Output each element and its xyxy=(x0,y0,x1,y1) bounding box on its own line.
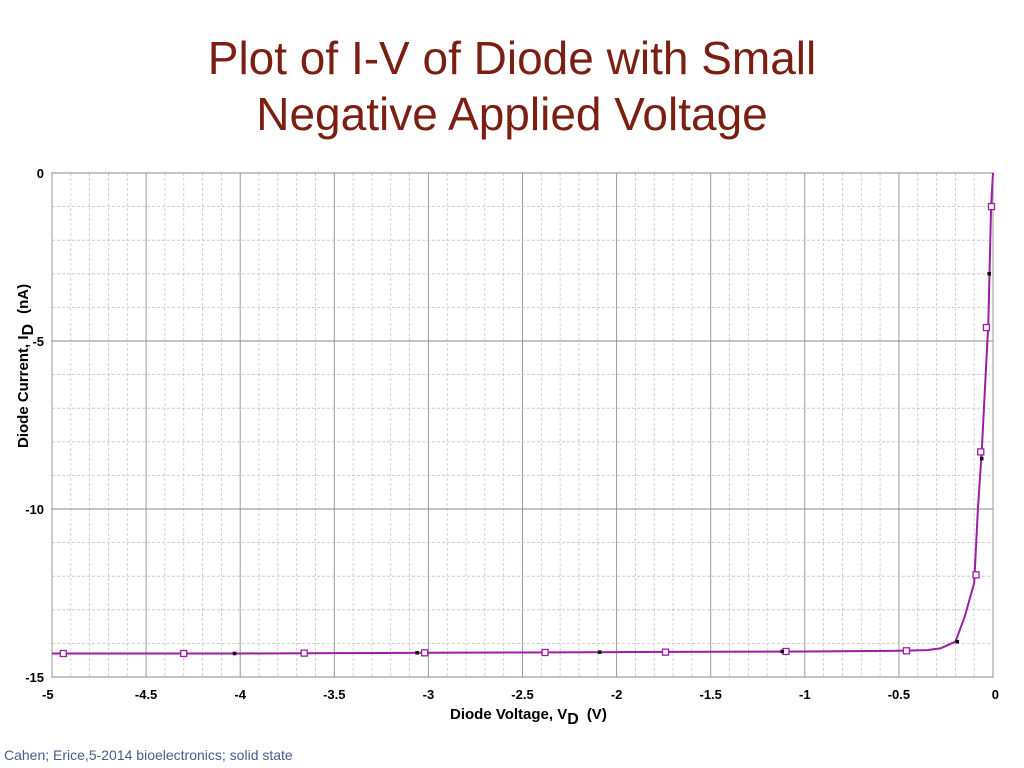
x-tick-label: -3 xyxy=(423,687,435,702)
series-layer xyxy=(52,172,994,655)
y-tick-labels: 0 -5 -10 -15 xyxy=(25,166,44,685)
y-tick-label: -5 xyxy=(32,334,44,349)
open-square-marker xyxy=(977,448,985,456)
open-square-marker xyxy=(59,649,67,658)
x-tick-label: -1.5 xyxy=(699,687,721,702)
y-tick-label: 0 xyxy=(37,166,44,181)
x-tick-label: -5 xyxy=(42,687,54,702)
open-square-marker xyxy=(972,571,980,579)
open-square-marker xyxy=(420,649,429,657)
dot-marker xyxy=(979,456,984,461)
x-tick-label: 0 xyxy=(992,687,999,702)
footer-citation: Cahen; Erice,5-2014 bioelectronics; soli… xyxy=(4,747,293,763)
y-tick-label: -10 xyxy=(25,502,44,517)
x-tick-label: -1 xyxy=(799,687,811,702)
y-tick-label: -15 xyxy=(25,670,44,685)
x-tick-label: -3.5 xyxy=(323,687,345,702)
x-tick-label: -4 xyxy=(234,687,246,702)
slide-title: Plot of I-V of Diode with Small Negative… xyxy=(0,30,1024,142)
dot-marker xyxy=(987,272,992,276)
open-square-marker xyxy=(987,202,996,211)
series-line xyxy=(52,172,994,655)
x-tick-label: -0.5 xyxy=(888,687,910,702)
x-tick-label: -2.5 xyxy=(511,687,533,702)
title-line-1: Plot of I-V of Diode with Small xyxy=(207,32,817,84)
open-square-marker xyxy=(982,323,991,332)
dot-marker xyxy=(780,649,785,654)
x-tick-label: -4.5 xyxy=(135,687,157,702)
grid xyxy=(51,172,994,678)
open-square-marker xyxy=(300,649,308,657)
x-axis-title: Diode Voltage, VD (V) xyxy=(450,706,607,728)
open-square-marker xyxy=(180,649,188,658)
open-square-marker xyxy=(661,648,670,656)
dot-marker xyxy=(415,651,419,655)
marker-layer xyxy=(59,202,996,658)
dot-marker xyxy=(232,651,237,656)
dot-marker xyxy=(597,650,602,654)
open-square-marker xyxy=(541,648,549,657)
dot-marker xyxy=(955,639,960,644)
x-tick-label: -2 xyxy=(611,687,623,702)
open-square-marker xyxy=(902,647,911,655)
x-tick-labels: -5 -4.5 -4 -3.5 -3 -2.5 -2 -1.5 -1 -0.5 0 xyxy=(42,687,999,702)
title-line-2: Negative Applied Voltage xyxy=(256,88,768,140)
y-axis-title: Diode Current, ID(nA) xyxy=(15,284,37,448)
